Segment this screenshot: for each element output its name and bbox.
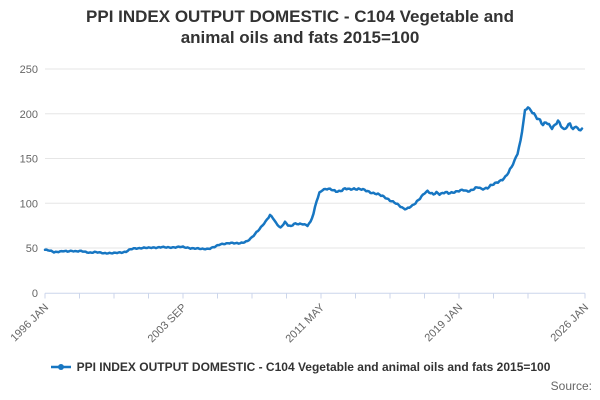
x-axis-label: 2026 JAN [548,302,591,345]
legend-series-label: PPI INDEX OUTPUT DOMESTIC - C104 Vegetab… [76,360,551,374]
x-axis-label: 1996 JAN [8,302,51,345]
y-axis-label: 0 [32,288,38,300]
x-axis-label: 2019 JAN [422,302,465,345]
plot-area: 0 50 100 150 200 250 1996 JAN 2003 SEP 2011 MAY 2… [8,64,591,346]
legend-line-marker-icon [50,364,71,370]
x-axis-label: 2011 MAY [283,301,327,345]
chart-title-line-1: PPI INDEX OUTPUT DOMESTIC - C104 Vegetab… [86,7,514,26]
chart-title-line-2: animal oils and fats 2015=100 [180,28,420,47]
y-axis-label: 150 [20,154,38,166]
legend-item[interactable]: PPI INDEX OUTPUT DOMESTIC - C104 Vegetab… [0,360,600,374]
series-line[interactable] [43,106,584,255]
y-axis-label: 250 [20,64,38,76]
y-axis-label: 50 [26,243,38,255]
x-axis-label: 2003 SEP [146,302,190,346]
chart-title: PPI INDEX OUTPUT DOMESTIC - C104 Vegetab… [0,6,600,48]
y-axis-label: 200 [20,109,38,121]
y-axis-label: 100 [20,198,38,210]
source-label: Source: [550,379,592,393]
